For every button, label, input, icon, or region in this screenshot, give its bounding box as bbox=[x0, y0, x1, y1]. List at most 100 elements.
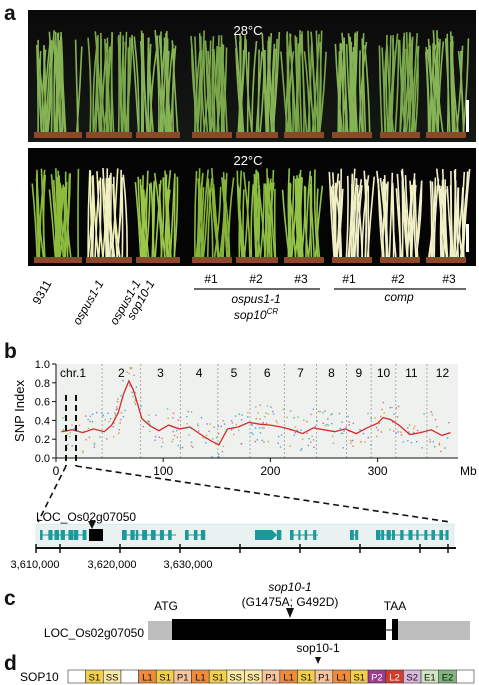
snp-point bbox=[364, 441, 366, 443]
mutation-detail: (G1475A; G492D) bbox=[242, 595, 339, 609]
snp-point bbox=[118, 429, 120, 431]
repeat-label: E2 bbox=[442, 673, 454, 684]
stop-codon: TAA bbox=[384, 599, 406, 613]
chromosome-label: 12 bbox=[436, 366, 450, 380]
snp-point bbox=[211, 456, 213, 458]
leaf bbox=[267, 40, 273, 133]
snp-point bbox=[222, 420, 224, 422]
snp-point bbox=[250, 432, 253, 434]
snp-point bbox=[202, 436, 204, 439]
snp-point bbox=[367, 436, 369, 439]
repeat-label: S2 bbox=[406, 673, 418, 684]
snp-point bbox=[71, 424, 73, 426]
leaf bbox=[64, 171, 72, 258]
snp-point bbox=[218, 453, 220, 456]
snp-point bbox=[433, 445, 436, 448]
snp-point bbox=[444, 447, 446, 449]
exon bbox=[276, 530, 282, 540]
snp-point bbox=[380, 415, 382, 418]
utr-3 bbox=[398, 621, 470, 640]
exon bbox=[200, 530, 206, 540]
snp-point bbox=[135, 386, 138, 388]
snp-point bbox=[316, 420, 318, 422]
leaf bbox=[309, 189, 315, 258]
exon bbox=[424, 530, 428, 540]
snp-point bbox=[122, 415, 125, 418]
line-label: #1 bbox=[204, 272, 218, 286]
snp-point bbox=[389, 406, 391, 409]
leaf bbox=[290, 175, 295, 258]
snp-point bbox=[270, 406, 272, 408]
snp-point bbox=[407, 440, 409, 442]
snp-point bbox=[376, 435, 378, 438]
exon bbox=[193, 530, 198, 540]
snp-point bbox=[148, 414, 150, 416]
snp-point bbox=[381, 408, 383, 411]
snp-point bbox=[109, 418, 112, 420]
leaf bbox=[288, 187, 292, 258]
leaf bbox=[413, 173, 417, 258]
leaf bbox=[213, 186, 222, 258]
leaf bbox=[388, 172, 394, 258]
snp-point bbox=[367, 412, 369, 415]
repeat-label: S1 bbox=[353, 673, 365, 684]
snp-point bbox=[187, 410, 189, 413]
snp-point bbox=[93, 443, 96, 446]
snp-point bbox=[280, 434, 283, 436]
y-tick-label: 0.8 bbox=[35, 378, 50, 390]
snp-point bbox=[247, 416, 249, 418]
snp-point bbox=[158, 436, 160, 438]
y-tick-label: 0.6 bbox=[35, 397, 50, 409]
leaf bbox=[106, 39, 113, 133]
snp-point bbox=[343, 430, 345, 432]
snp-point bbox=[235, 423, 238, 426]
exon bbox=[304, 530, 308, 540]
snp-point bbox=[331, 413, 333, 415]
snp-point bbox=[255, 417, 258, 420]
leaf bbox=[36, 44, 39, 133]
exon bbox=[142, 530, 148, 540]
snp-point bbox=[267, 413, 269, 415]
snp-point bbox=[124, 409, 126, 412]
leaf bbox=[410, 33, 419, 133]
line-label: #3 bbox=[294, 272, 308, 286]
snp-point bbox=[133, 374, 135, 377]
leaf bbox=[154, 180, 162, 258]
leaf bbox=[207, 182, 214, 258]
snp-point bbox=[359, 429, 361, 431]
leaf bbox=[357, 184, 363, 258]
snp-point bbox=[240, 443, 243, 445]
snp-point bbox=[200, 416, 203, 419]
leaf bbox=[334, 186, 343, 258]
leaf bbox=[87, 170, 91, 258]
leaf bbox=[390, 33, 399, 133]
snp-point bbox=[118, 432, 120, 434]
leaf bbox=[462, 38, 470, 133]
snp-point bbox=[263, 427, 265, 429]
leaf bbox=[59, 182, 66, 258]
snp-point bbox=[149, 423, 151, 425]
snp-point bbox=[107, 412, 109, 414]
snp-point bbox=[347, 415, 349, 418]
pot bbox=[192, 257, 232, 263]
snp-point bbox=[146, 420, 149, 423]
snp-point bbox=[275, 420, 277, 422]
snp-point bbox=[330, 413, 332, 416]
snp-point bbox=[87, 418, 89, 421]
snp-point bbox=[294, 432, 296, 434]
leaf bbox=[266, 168, 271, 258]
snp-point bbox=[82, 450, 84, 452]
snp-point bbox=[217, 432, 220, 435]
snp-point bbox=[142, 425, 144, 428]
chromosome-labels: chr.1 2 3 4 5 6 7 8 9 10 11 12 bbox=[60, 366, 449, 380]
panel-b-label: b bbox=[4, 340, 17, 363]
snp-point bbox=[91, 421, 94, 423]
snp-point bbox=[359, 441, 362, 443]
exon bbox=[408, 530, 413, 540]
leaf bbox=[450, 170, 454, 258]
snp-point bbox=[154, 435, 157, 438]
snp-point bbox=[436, 426, 438, 428]
exon bbox=[381, 530, 385, 540]
